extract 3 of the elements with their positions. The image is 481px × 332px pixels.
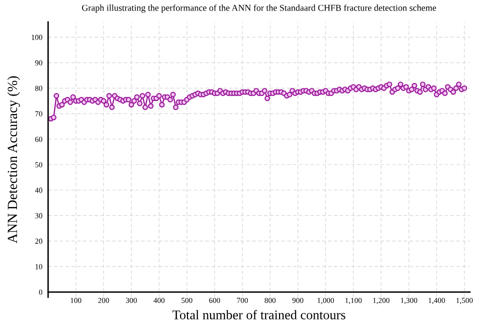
x-axis-title: Total number of trained contours [172,310,346,320]
y-axis-title: ANN Detection Accuracy (%) [7,76,20,244]
chart-title: Graph illustrating the performance of the ANN for the Standaard CHFB fracture detection scheme [82,4,436,13]
